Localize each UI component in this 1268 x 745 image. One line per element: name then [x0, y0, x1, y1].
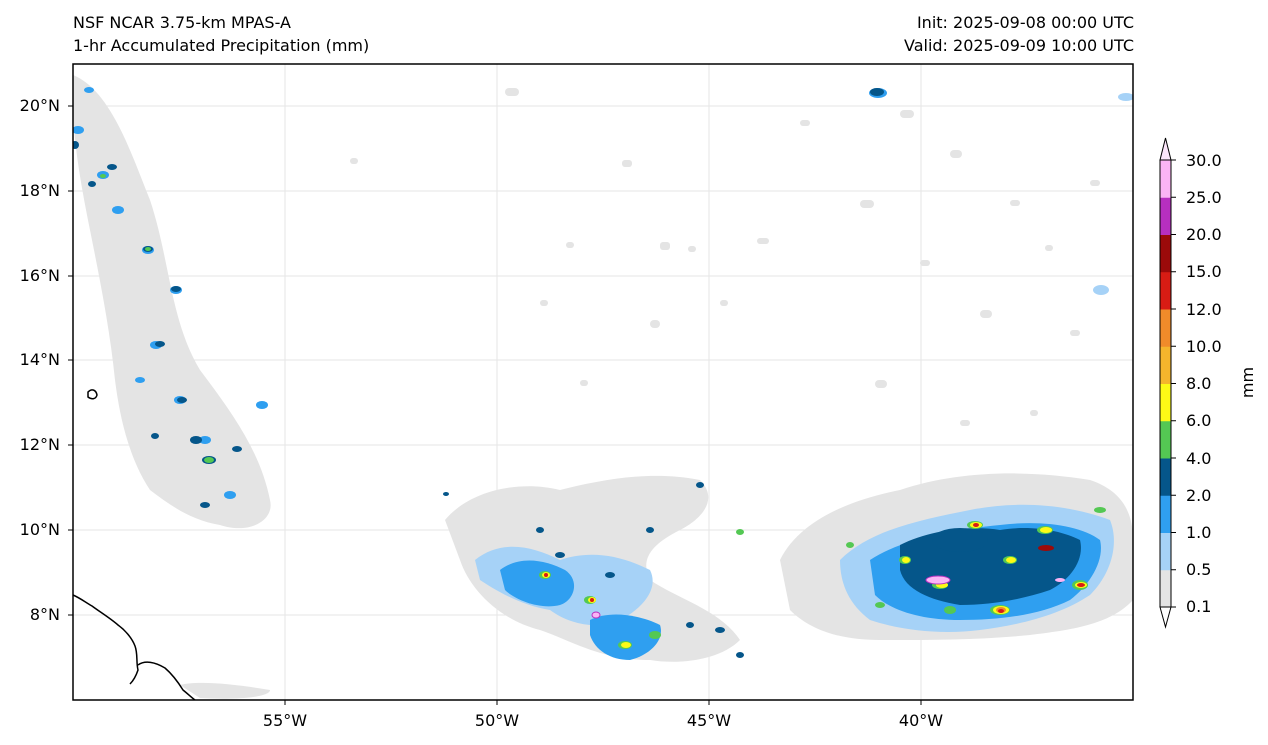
lat-label: 12°N: [19, 435, 60, 454]
init-time: Init: 2025-09-08 00:00 UTC: [916, 13, 1134, 32]
colorbar-segment: [1160, 458, 1171, 496]
precip-core-areas: [544, 523, 1085, 619]
colorbar-level-label: 2.0: [1186, 486, 1212, 505]
colorbar-segment: [1160, 197, 1171, 235]
colorbar-level-label: 1.0: [1186, 523, 1212, 542]
lon-label: 50°W: [474, 711, 520, 730]
colorbar-level-label: 6.0: [1186, 411, 1212, 430]
colorbar-segment: [1160, 383, 1171, 422]
axis-ticks: [68, 105, 922, 705]
coastline: [73, 389, 196, 700]
lat-label: 20°N: [19, 96, 60, 115]
map-frame: [72, 63, 1134, 701]
lon-label: 45°W: [686, 711, 732, 730]
colorbar-unit: mm: [1238, 366, 1258, 399]
colorbar-level-label: 15.0: [1186, 262, 1222, 281]
colorbar-segment: [1160, 309, 1171, 347]
colorbar-level-label: 25.0: [1186, 188, 1222, 207]
lon-label: 40°W: [898, 711, 944, 730]
colorbar-level-label: 10.0: [1186, 337, 1222, 356]
colorbar-level-label: 0.1: [1186, 597, 1212, 616]
colorbar-level-label: 8.0: [1186, 374, 1212, 393]
valid-time: Valid: 2025-09-09 10:00 UTC: [903, 36, 1134, 55]
lat-label: 8°N: [29, 605, 60, 624]
colorbar-segment: [1160, 160, 1171, 198]
colorbar-segment: [1160, 346, 1171, 384]
colorbar-segment: [1160, 569, 1171, 608]
colorbar-segment: [1160, 532, 1171, 571]
colorbar-level-label: 30.0: [1186, 151, 1222, 170]
colorbar: [1159, 137, 1176, 629]
lat-label: 16°N: [19, 266, 60, 285]
model-title: NSF NCAR 3.75-km MPAS-A: [73, 13, 291, 32]
field-title: 1-hr Accumulated Precipitation (mm): [73, 36, 370, 55]
colorbar-level-label: 12.0: [1186, 300, 1222, 319]
colorbar-segment: [1160, 234, 1171, 273]
colorbar-segment: [1160, 420, 1171, 459]
colorbar-level-label: 4.0: [1186, 449, 1212, 468]
lon-label: 55°W: [262, 711, 308, 730]
colorbar-level-label: 20.0: [1186, 225, 1222, 244]
lat-label: 18°N: [19, 181, 60, 200]
colorbar-level-label: 0.5: [1186, 560, 1212, 579]
colorbar-max-extend: [1159, 137, 1172, 161]
lat-label: 14°N: [19, 350, 60, 369]
colorbar-segment: [1160, 271, 1171, 310]
lat-label: 10°N: [19, 520, 60, 539]
colorbar-min-extend: [1159, 606, 1172, 629]
colorbar-segment: [1160, 495, 1171, 533]
